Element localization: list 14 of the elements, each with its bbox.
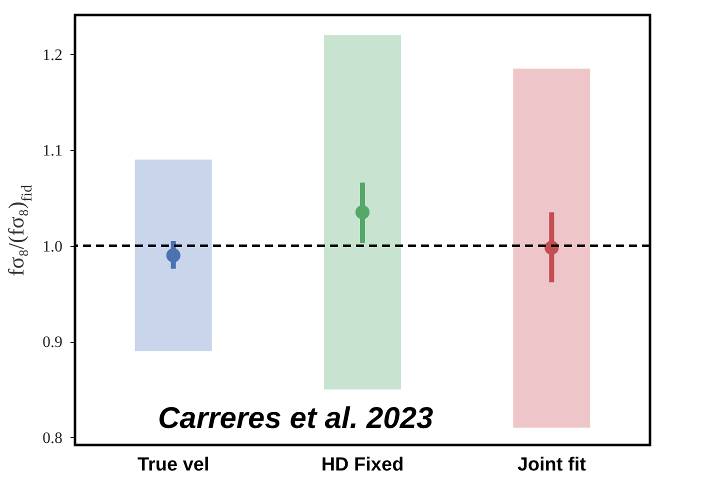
annotation: Carreres et al. 2023 bbox=[158, 402, 434, 436]
bar bbox=[513, 68, 590, 428]
y-tick-label: 0.8 bbox=[42, 430, 62, 447]
y-tick-label: 1.0 bbox=[42, 238, 62, 256]
bar bbox=[134, 160, 212, 352]
y-tick-label: 0.9 bbox=[42, 334, 62, 352]
bar bbox=[324, 35, 401, 390]
y-tick-label: 1.1 bbox=[42, 142, 62, 160]
x-tick-label: HD Fixed bbox=[321, 454, 404, 476]
x-tick-label: Joint fit bbox=[517, 454, 587, 476]
x-tick-label: True vel bbox=[137, 454, 210, 476]
point bbox=[355, 205, 370, 220]
y-tick-label: 1.2 bbox=[42, 46, 62, 64]
point bbox=[166, 248, 180, 262]
